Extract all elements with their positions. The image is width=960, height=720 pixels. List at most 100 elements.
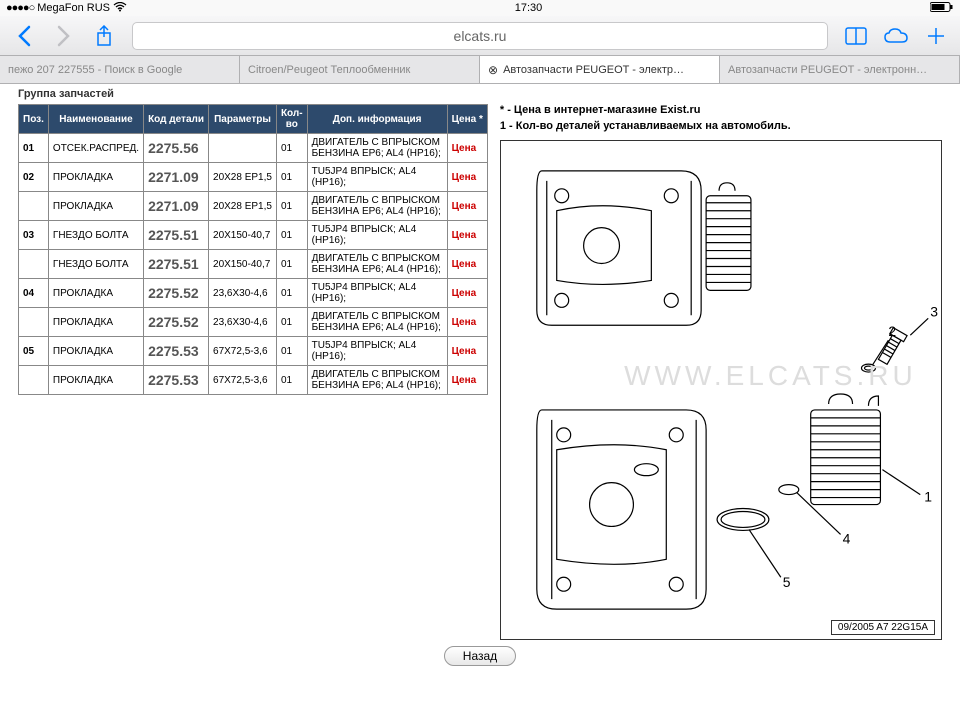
- forward-nav-button[interactable]: [46, 22, 82, 50]
- tab-label: Автозапчасти PEUGEOT - электронн…: [728, 64, 927, 76]
- cell-qty: 01: [276, 337, 307, 366]
- cell-params: 20X150-40,7: [209, 250, 277, 279]
- cell-params: 23,6X30-4,6: [209, 308, 277, 337]
- th-code: Код детали: [144, 105, 209, 134]
- cell-info: TU5JP4 ВПРЫСК; AL4 (HP16);: [307, 163, 447, 192]
- cell-qty: 01: [276, 192, 307, 221]
- new-tab-button[interactable]: [918, 22, 954, 50]
- back-nav-button[interactable]: [6, 22, 42, 50]
- th-params: Параметры: [209, 105, 277, 134]
- cell-code[interactable]: 2275.51: [144, 250, 209, 279]
- table-row: 03ГНЕЗДО БОЛТА2275.5120X150-40,701TU5JP4…: [19, 221, 488, 250]
- url-bar[interactable]: elcats.ru: [132, 22, 828, 50]
- cell-price[interactable]: Цена: [447, 163, 487, 192]
- cell-qty: 01: [276, 221, 307, 250]
- battery-icon: [930, 2, 954, 15]
- cell-info: ДВИГАТЕЛЬ С ВПРЫСКОМ БЕНЗИНА EP6; AL4 (H…: [307, 134, 447, 163]
- th-price: Цена *: [447, 105, 487, 134]
- cell-price[interactable]: Цена: [447, 308, 487, 337]
- cell-name: ГНЕЗДО БОЛТА: [48, 250, 143, 279]
- clock-label: 17:30: [515, 2, 543, 14]
- cell-params: 67X72,5-3,6: [209, 366, 277, 395]
- cell-pos: [19, 308, 49, 337]
- note-price: * - Цена в интернет-магазине Exist.ru: [500, 104, 942, 116]
- cell-info: ДВИГАТЕЛЬ С ВПРЫСКОМ БЕНЗИНА EP6; AL4 (H…: [307, 192, 447, 221]
- cell-qty: 01: [276, 134, 307, 163]
- cell-price[interactable]: Цена: [447, 192, 487, 221]
- cell-name: ОТСЕК.РАСПРЕД.: [48, 134, 143, 163]
- tab-label: Citroen/Peugeot Теплообменник: [248, 64, 410, 76]
- cell-pos: [19, 192, 49, 221]
- cell-params: 23,6X30-4,6: [209, 279, 277, 308]
- table-row: ПРОКЛАДКА2275.5367X72,5-3,601ДВИГАТЕЛЬ С…: [19, 366, 488, 395]
- cell-price[interactable]: Цена: [447, 366, 487, 395]
- table-row: 01ОТСЕК.РАСПРЕД.2275.5601ДВИГАТЕЛЬ С ВПР…: [19, 134, 488, 163]
- cell-params: 20X150-40,7: [209, 221, 277, 250]
- callout-2: 2: [888, 323, 896, 339]
- table-header-row: Поз. Наименование Код детали Параметры К…: [19, 105, 488, 134]
- tab-3[interactable]: Автозапчасти PEUGEOT - электронн…: [720, 56, 960, 83]
- cell-code[interactable]: 2275.53: [144, 337, 209, 366]
- cell-price[interactable]: Цена: [447, 221, 487, 250]
- th-qty: Кол-во: [276, 105, 307, 134]
- callout-3: 3: [930, 303, 938, 319]
- cell-qty: 01: [276, 279, 307, 308]
- cloud-button[interactable]: [878, 22, 914, 50]
- tabs-bar: пежо 207 227555 - Поиск в Google Citroen…: [0, 56, 960, 84]
- callout-4: 4: [842, 530, 850, 546]
- status-bar: ●●●●○ MegaFon RUS 17:30: [0, 0, 960, 16]
- table-row: ПРОКЛАДКА2275.5223,6X30-4,601ДВИГАТЕЛЬ С…: [19, 308, 488, 337]
- cell-pos: 04: [19, 279, 49, 308]
- cell-code[interactable]: 2271.09: [144, 163, 209, 192]
- cell-params: 20X28 EP1,5: [209, 192, 277, 221]
- cell-info: ДВИГАТЕЛЬ С ВПРЫСКОМ БЕНЗИНА EP6; AL4 (H…: [307, 250, 447, 279]
- page-content: Группа запчастей Поз. Наименование Код д…: [0, 84, 960, 720]
- callout-1: 1: [924, 489, 932, 505]
- close-icon[interactable]: ⊗: [488, 63, 498, 77]
- cell-params: 67X72,5-3,6: [209, 337, 277, 366]
- cell-name: ПРОКЛАДКА: [48, 366, 143, 395]
- cell-code[interactable]: 2275.51: [144, 221, 209, 250]
- cell-params: 20X28 EP1,5: [209, 163, 277, 192]
- diagram-code: 09/2005 A7 22G15A: [831, 620, 935, 635]
- cell-name: ПРОКЛАДКА: [48, 192, 143, 221]
- cell-info: ДВИГАТЕЛЬ С ВПРЫСКОМ БЕНЗИНА EP6; AL4 (H…: [307, 366, 447, 395]
- cell-pos: 02: [19, 163, 49, 192]
- cell-code[interactable]: 2275.53: [144, 366, 209, 395]
- cell-info: TU5JP4 ВПРЫСК; AL4 (HP16);: [307, 221, 447, 250]
- cell-code[interactable]: 2275.52: [144, 308, 209, 337]
- cell-pos: [19, 366, 49, 395]
- tab-2-active[interactable]: ⊗Автозапчасти PEUGEOT - электр…: [480, 56, 720, 83]
- tab-label: пежо 207 227555 - Поиск в Google: [8, 64, 182, 76]
- carrier-label: MegaFon RUS: [37, 2, 110, 14]
- cell-info: TU5JP4 ВПРЫСК; AL4 (HP16);: [307, 279, 447, 308]
- cell-price[interactable]: Цена: [447, 250, 487, 279]
- cell-info: ДВИГАТЕЛЬ С ВПРЫСКОМ БЕНЗИНА EP6; AL4 (H…: [307, 308, 447, 337]
- url-text: elcats.ru: [454, 28, 507, 44]
- tab-0[interactable]: пежо 207 227555 - Поиск в Google: [0, 56, 240, 83]
- table-wrapper: Поз. Наименование Код детали Параметры К…: [18, 104, 488, 640]
- th-pos: Поз.: [19, 105, 49, 134]
- cell-code[interactable]: 2275.56: [144, 134, 209, 163]
- cell-name: ПРОКЛАДКА: [48, 279, 143, 308]
- tab-1[interactable]: Citroen/Peugeot Теплообменник: [240, 56, 480, 83]
- cell-code[interactable]: 2275.52: [144, 279, 209, 308]
- cell-price[interactable]: Цена: [447, 134, 487, 163]
- callout-5: 5: [783, 574, 791, 590]
- cell-price[interactable]: Цена: [447, 337, 487, 366]
- right-column: * - Цена в интернет-магазине Exist.ru 1 …: [500, 104, 942, 640]
- cell-params: [209, 134, 277, 163]
- share-button[interactable]: [86, 22, 122, 50]
- note-qty: 1 - Кол-во деталей устанавливаемых на ав…: [500, 120, 942, 132]
- cell-name: ПРОКЛАДКА: [48, 337, 143, 366]
- bookmarks-button[interactable]: [838, 22, 874, 50]
- signal-dots-icon: ●●●●○: [6, 2, 34, 14]
- cell-qty: 01: [276, 366, 307, 395]
- cell-price[interactable]: Цена: [447, 279, 487, 308]
- th-info: Доп. информация: [307, 105, 447, 134]
- back-button[interactable]: Назад: [444, 646, 516, 666]
- cell-pos: 03: [19, 221, 49, 250]
- browser-toolbar: elcats.ru: [0, 16, 960, 56]
- cell-code[interactable]: 2271.09: [144, 192, 209, 221]
- cell-name: ГНЕЗДО БОЛТА: [48, 221, 143, 250]
